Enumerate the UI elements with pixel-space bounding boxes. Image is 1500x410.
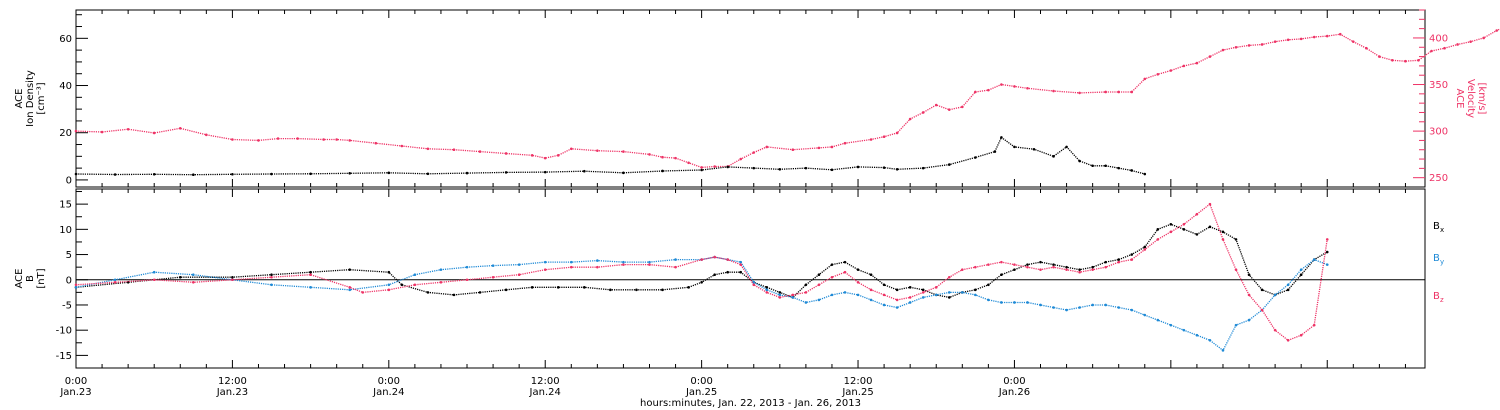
x-tick-label-time: 0:00 [65, 376, 87, 387]
legend-bz: B [1433, 291, 1440, 302]
b-axis-label-line: ACE [14, 269, 25, 289]
density-axis-label-line: [cm⁻³] [36, 82, 47, 114]
b-axis-tick-label: -10 [56, 326, 72, 337]
x-tick-label-time: 12:00 [531, 376, 560, 387]
bz-series-line [75, 203, 1328, 342]
x-tick-label-date: Jan.23 [216, 387, 248, 398]
legend-bx-sub: x [1440, 226, 1444, 234]
legend-by: B [1433, 253, 1440, 264]
density-series [74, 136, 1147, 177]
x-tick-label-time: 0:00 [1003, 376, 1025, 387]
b-axis-tick-label: 5 [66, 250, 72, 261]
bz-series [74, 202, 1329, 342]
x-tick-label-date: Jan.23 [59, 387, 91, 398]
b-axis-tick-label: -15 [56, 351, 72, 362]
density-series-line [75, 136, 1145, 176]
by-series [74, 255, 1329, 352]
x-tick-label-time: 12:00 [844, 376, 873, 387]
x-tick-label-time: 12:00 [218, 376, 247, 387]
velocity-axis-tick-label: 350 [1429, 80, 1448, 91]
x-tick-label-date: Jan.26 [998, 387, 1030, 398]
x-tick-label-date: Jan.25 [841, 387, 873, 398]
velocity-axis-label-line: ACE [1454, 89, 1465, 109]
b-axis-label-line: B [25, 275, 36, 282]
b-axis-label-line: [nT] [36, 268, 47, 288]
panel-frame-1 [75, 9, 1426, 188]
x-tick-label-time: 0:00 [690, 376, 712, 387]
velocity-series-line [75, 28, 1500, 169]
b-axis-tick-label: 0 [66, 275, 72, 286]
bx-series-point [1325, 250, 1329, 254]
velocity-axis-tick-label: 250 [1429, 173, 1448, 184]
x-axis-label: hours:minutes, Jan. 22, 2013 - Jan. 26, … [640, 398, 861, 409]
velocity-axis-tick-label: 300 [1429, 127, 1448, 138]
velocity-axis-tick-label: 400 [1429, 33, 1448, 44]
x-tick-label-time: 0:00 [378, 376, 400, 387]
b-axis-tick-label: -5 [62, 300, 72, 311]
density-axis-label-line: ACE [14, 89, 25, 109]
legend-bx: B [1433, 221, 1440, 232]
b-axis-tick-label: 15 [59, 200, 72, 211]
panel-frame-2 [75, 188, 1426, 369]
x-tick-label-date: Jan.25 [685, 387, 717, 398]
x-tick-label-date: Jan.24 [529, 387, 561, 398]
legend-by-sub: y [1440, 258, 1444, 266]
density-axis-tick-label: 40 [59, 81, 72, 92]
density-axis-tick-label: 60 [59, 34, 72, 45]
velocity-axis-label-line: [km/s] [1476, 83, 1487, 115]
density-axis-tick-label: 20 [59, 128, 72, 139]
velocity-axis-label-line: Velocity [1465, 79, 1476, 118]
x-tick-label-date: Jan.24 [372, 387, 404, 398]
density-axis-tick-label: 0 [66, 175, 72, 186]
b-axis-tick-label: 10 [59, 225, 72, 236]
by-series-line [75, 256, 1328, 352]
velocity-series [74, 28, 1500, 169]
density-axis-label-line: Ion Density [25, 70, 36, 127]
legend-bz-sub: z [1440, 296, 1444, 304]
